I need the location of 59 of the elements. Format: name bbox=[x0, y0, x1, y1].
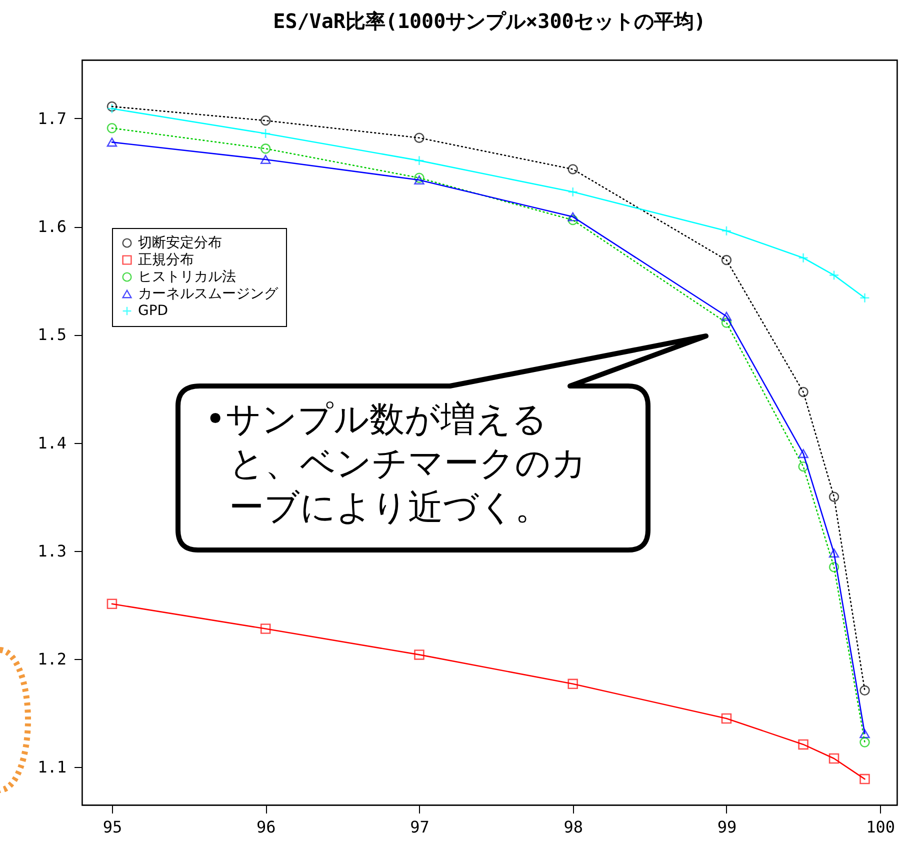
point bbox=[414, 650, 424, 660]
point bbox=[106, 101, 118, 112]
point bbox=[828, 492, 840, 502]
point bbox=[260, 128, 271, 139]
point bbox=[798, 449, 808, 458]
point bbox=[860, 685, 870, 696]
point bbox=[568, 164, 578, 174]
point bbox=[106, 598, 118, 610]
point bbox=[414, 176, 424, 185]
point bbox=[568, 214, 578, 226]
point bbox=[828, 562, 840, 572]
legend-label: カーネルスムージング bbox=[138, 286, 279, 302]
legend-label: 切断安定分布 bbox=[138, 235, 222, 251]
point bbox=[106, 104, 118, 114]
point bbox=[828, 753, 840, 764]
point bbox=[721, 226, 732, 236]
point bbox=[106, 123, 118, 134]
y-tick-label: 1.3 bbox=[38, 541, 66, 560]
legend-label: GPD bbox=[138, 303, 168, 319]
x-tick-label: 98 bbox=[564, 818, 583, 836]
point bbox=[798, 739, 808, 750]
x-tick-label: 100 bbox=[866, 818, 896, 836]
point bbox=[260, 115, 271, 126]
x-tick-label: 99 bbox=[717, 818, 737, 836]
point bbox=[721, 254, 732, 266]
annotation: •サンプル数が増えると、ベンチマークのカーブにより近づく。 bbox=[205, 399, 588, 530]
y-tick-label: 1.2 bbox=[38, 650, 66, 669]
point bbox=[106, 138, 118, 147]
point bbox=[860, 729, 870, 738]
y-tick-label: 1.7 bbox=[38, 108, 66, 128]
point bbox=[798, 461, 808, 472]
point bbox=[260, 144, 271, 154]
x-tick-label: 97 bbox=[410, 818, 430, 836]
y-tick-label: 1.6 bbox=[38, 217, 66, 236]
point bbox=[860, 774, 870, 784]
point bbox=[798, 252, 808, 263]
y-tick-label: 1.1 bbox=[38, 758, 66, 777]
point bbox=[568, 678, 578, 690]
chart-title: ES/VaR比率(1000サンプル×300セットの平均) bbox=[273, 9, 706, 33]
legend-label: 正規分布 bbox=[138, 252, 194, 268]
point bbox=[260, 154, 271, 164]
point bbox=[414, 132, 424, 143]
point bbox=[568, 186, 578, 198]
point bbox=[828, 548, 840, 558]
y-tick-label: 1.5 bbox=[38, 325, 66, 344]
point bbox=[414, 155, 424, 166]
point bbox=[860, 292, 870, 304]
point bbox=[721, 318, 732, 328]
point bbox=[568, 212, 578, 222]
point bbox=[260, 624, 271, 634]
x-tick-label: 95 bbox=[102, 818, 122, 836]
y-tick-label: 1.4 bbox=[38, 433, 66, 452]
legend-label: ヒストリカル法 bbox=[138, 269, 236, 285]
point bbox=[721, 312, 732, 321]
point bbox=[860, 737, 870, 748]
point bbox=[828, 270, 840, 280]
point bbox=[798, 386, 808, 398]
point bbox=[721, 713, 732, 724]
x-tick-label: 96 bbox=[256, 818, 276, 836]
